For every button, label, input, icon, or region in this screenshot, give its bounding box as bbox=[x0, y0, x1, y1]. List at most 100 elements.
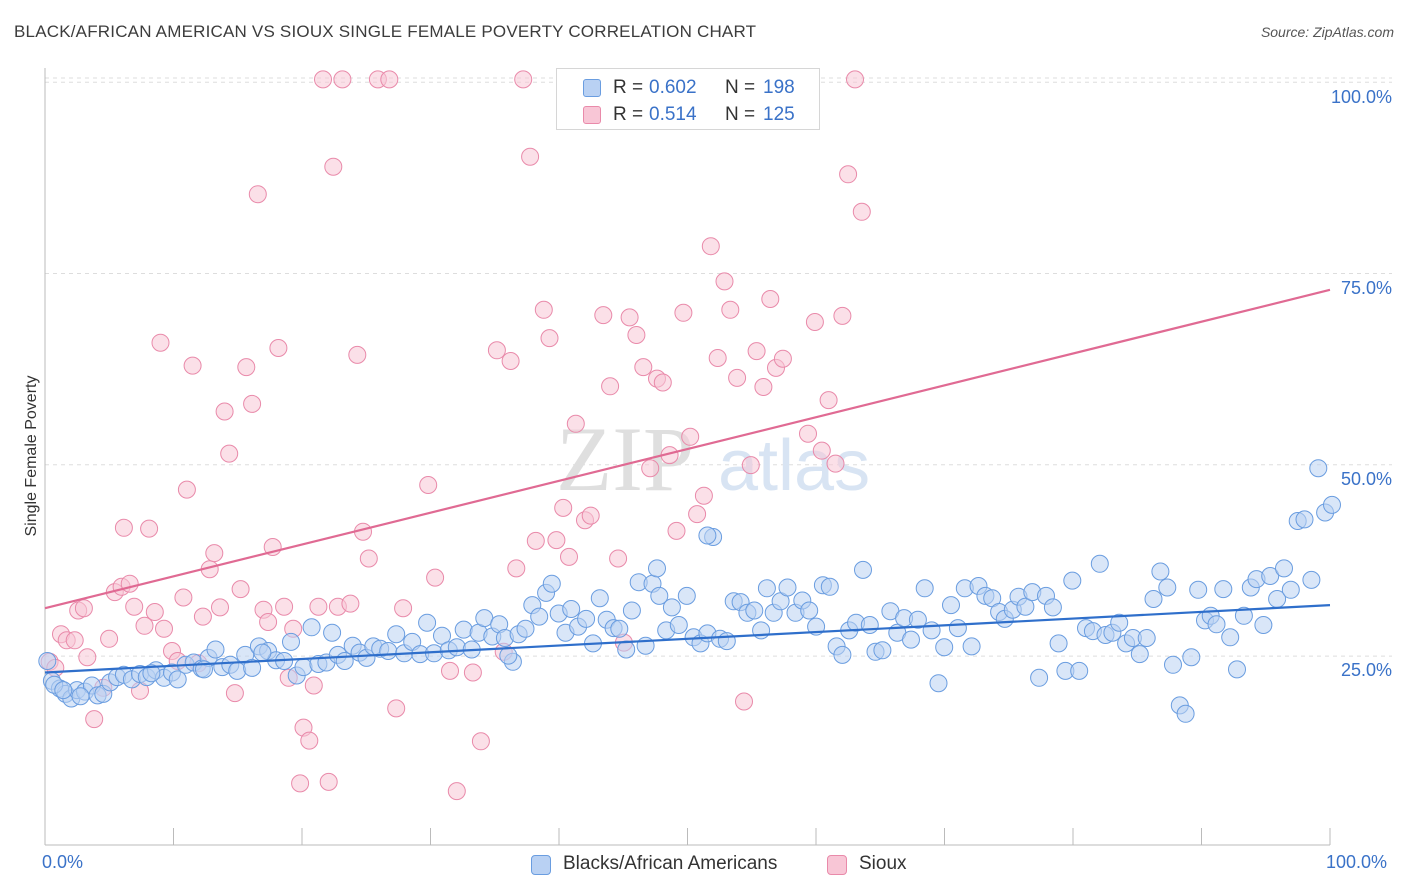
blacks-point bbox=[1164, 655, 1182, 674]
sioux-point bbox=[521, 147, 540, 166]
sioux-point bbox=[701, 237, 720, 256]
sioux-point bbox=[773, 349, 792, 368]
blacks-point bbox=[1063, 571, 1082, 590]
sioux-point bbox=[211, 598, 229, 617]
sioux-point bbox=[225, 684, 244, 703]
sioux-point bbox=[348, 345, 367, 364]
sioux-point bbox=[291, 774, 310, 793]
blacks-point bbox=[1261, 567, 1280, 585]
blacks-point bbox=[929, 674, 948, 693]
blacks-point bbox=[935, 638, 954, 657]
sioux-point bbox=[715, 272, 734, 291]
sioux-point bbox=[314, 70, 332, 89]
blacks-point bbox=[1221, 628, 1240, 647]
y-tick-75: 75.0% bbox=[1340, 278, 1392, 298]
blacks-point bbox=[294, 658, 313, 677]
blacks-point bbox=[698, 526, 717, 545]
sioux-point bbox=[304, 676, 323, 695]
sioux-point bbox=[100, 629, 119, 648]
blue-swatch bbox=[583, 79, 601, 97]
sioux-point bbox=[688, 505, 707, 524]
axes bbox=[44, 68, 1331, 846]
sioux-point bbox=[441, 661, 459, 680]
x-tick-min: 0.0% bbox=[42, 852, 84, 872]
sioux-point bbox=[507, 559, 526, 578]
blacks-point bbox=[1151, 562, 1170, 581]
sioux-point bbox=[501, 352, 520, 370]
blacks-point bbox=[902, 630, 920, 649]
sioux-point bbox=[324, 157, 343, 176]
blacks-point bbox=[1110, 613, 1129, 632]
blacks-point bbox=[1323, 495, 1341, 514]
series-legend: Blacks/African Americans Sioux bbox=[0, 852, 1406, 878]
sioux-point bbox=[526, 531, 545, 550]
blacks-point bbox=[662, 598, 681, 617]
sioux-point bbox=[627, 326, 646, 344]
blacks-point bbox=[622, 601, 641, 620]
blacks-point bbox=[717, 632, 736, 651]
sioux-point bbox=[560, 547, 578, 566]
sioux-trend-line bbox=[44, 288, 1331, 610]
blacks-point bbox=[800, 601, 819, 620]
blacks-point bbox=[1275, 559, 1293, 578]
blacks-point bbox=[1228, 660, 1246, 679]
sioux-point bbox=[741, 456, 760, 475]
sioux-point bbox=[747, 342, 766, 361]
sioux-point bbox=[463, 663, 482, 682]
sioux-point bbox=[833, 306, 852, 325]
blacks-point bbox=[562, 600, 581, 618]
sioux-point bbox=[634, 358, 653, 377]
blacks-point bbox=[757, 579, 776, 598]
sioux-point bbox=[237, 358, 256, 377]
blacks-point bbox=[335, 652, 354, 670]
blacks-point bbox=[1158, 578, 1177, 597]
sioux-point bbox=[805, 313, 824, 331]
blacks-point bbox=[282, 632, 300, 651]
blacks-point bbox=[447, 638, 466, 657]
sioux-point bbox=[380, 70, 399, 89]
sioux-point bbox=[471, 732, 490, 751]
sioux-point bbox=[667, 521, 686, 540]
blacks-point bbox=[1030, 668, 1049, 687]
sioux-point bbox=[620, 308, 639, 327]
sioux-point bbox=[819, 391, 838, 410]
y-tick-25: 25.0% bbox=[1340, 660, 1392, 680]
sioux-point bbox=[581, 506, 600, 525]
blacks-point bbox=[820, 577, 839, 596]
sioux-point bbox=[681, 427, 700, 446]
sioux-point bbox=[333, 70, 352, 89]
sioux-point bbox=[275, 597, 294, 616]
sioux-point bbox=[547, 531, 566, 550]
sioux-point bbox=[554, 498, 573, 517]
watermark-atlas: atlas bbox=[718, 426, 870, 506]
blacks-point bbox=[168, 670, 187, 689]
n-label: N = bbox=[725, 77, 756, 98]
stats-row-sioux: R = 0.514 N = 125 bbox=[557, 101, 819, 127]
blacks-point bbox=[650, 586, 669, 605]
sioux-point bbox=[135, 616, 154, 635]
sioux-point bbox=[387, 699, 406, 718]
sioux-point bbox=[243, 394, 262, 413]
blacks-point bbox=[669, 616, 688, 634]
blacks-point bbox=[1176, 704, 1195, 723]
sioux-point bbox=[735, 692, 753, 711]
blacks-point bbox=[1182, 648, 1201, 667]
sioux-point bbox=[341, 594, 360, 613]
blacks-point bbox=[648, 559, 666, 578]
blacks-point bbox=[1130, 645, 1149, 664]
blacks-point bbox=[1207, 615, 1226, 634]
n-value: 198 bbox=[763, 77, 795, 98]
blacks-point bbox=[860, 616, 879, 634]
y-tick-50: 50.0% bbox=[1340, 469, 1392, 489]
blacks-point bbox=[590, 589, 609, 608]
sioux-point bbox=[65, 631, 84, 650]
sioux-point bbox=[183, 356, 202, 375]
sioux-point bbox=[674, 303, 693, 322]
blacks-point bbox=[206, 640, 225, 659]
sioux-point bbox=[566, 414, 585, 433]
sioux-point bbox=[487, 341, 506, 360]
sioux-point bbox=[74, 599, 93, 618]
source-credit: Source: ZipAtlas.com bbox=[1260, 24, 1394, 40]
blacks-point bbox=[1189, 580, 1208, 599]
